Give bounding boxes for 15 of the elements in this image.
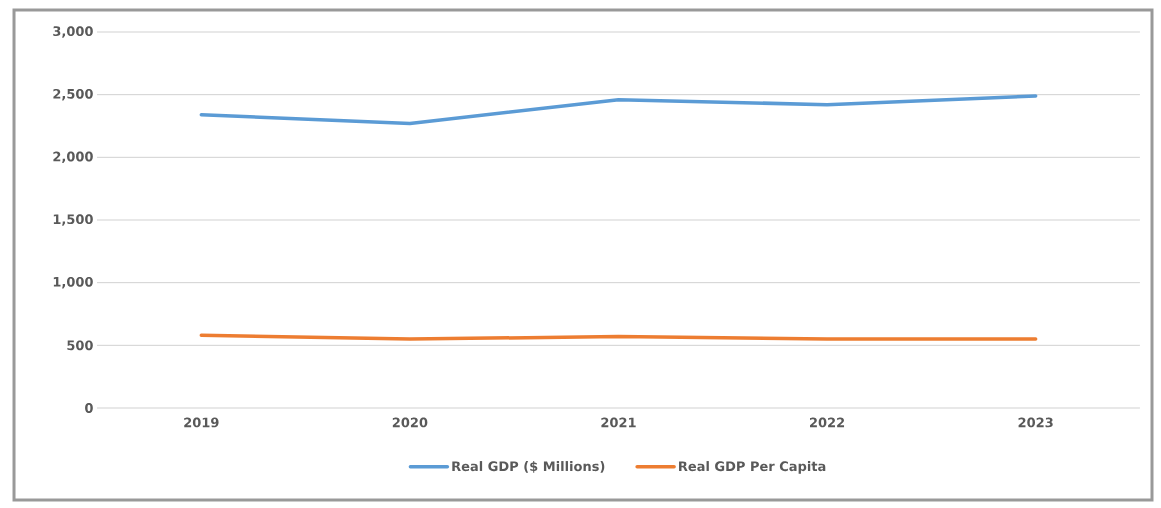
y-tick-label: 1,500 — [53, 214, 93, 226]
y-tick-label: 0 — [85, 403, 93, 413]
y-tick-label: 3,000 — [53, 26, 93, 38]
y-tick-label: 2,500 — [53, 88, 93, 101]
x-tick-label: 2021 — [601, 417, 636, 428]
x-tick-label: 2022 — [810, 417, 845, 428]
legend-label: Real GDP ($ Millions) — [452, 461, 605, 473]
x-tick-label: 2020 — [392, 417, 428, 428]
y-tick-label: 2,000 — [53, 151, 93, 164]
line-series — [199, 94, 1038, 126]
x-tick-label: 2019 — [184, 417, 219, 428]
x-tick-label: 2023 — [1018, 417, 1053, 428]
y-tick-label: 1,000 — [53, 276, 93, 289]
y-tick-label: 500 — [67, 340, 93, 351]
legend-label: Real GDP Per Capita — [679, 461, 826, 474]
